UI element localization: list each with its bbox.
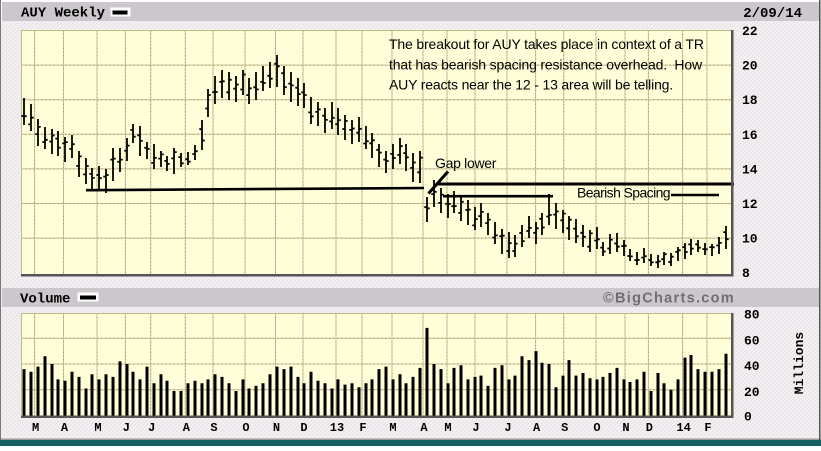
svg-text:O: O — [593, 421, 600, 435]
svg-text:18: 18 — [742, 93, 758, 108]
svg-text:8: 8 — [742, 266, 750, 281]
svg-text:D: D — [300, 421, 307, 435]
svg-text:F: F — [704, 421, 711, 435]
svg-text:O: O — [242, 421, 249, 435]
svg-text:S: S — [210, 421, 217, 435]
svg-text:22: 22 — [742, 24, 758, 39]
svg-text:A: A — [420, 421, 428, 435]
svg-text:D: D — [646, 421, 653, 435]
svg-text:Bearish Spacing: Bearish Spacing — [577, 185, 670, 201]
svg-text:2/09/14: 2/09/14 — [743, 6, 802, 22]
svg-text:AUY reacts near the 12 - 13 ar: AUY reacts near the 12 - 13 area will be… — [389, 77, 673, 93]
svg-text:J: J — [148, 421, 155, 435]
svg-text:20: 20 — [742, 59, 758, 74]
svg-text:Millions: Millions — [792, 332, 807, 395]
svg-text:J: J — [504, 421, 511, 435]
svg-text:AUY Weekly: AUY Weekly — [21, 6, 106, 22]
svg-text:A: A — [61, 421, 69, 435]
svg-text:The breakout for AUY takes pla: The breakout for AUY takes place in cont… — [389, 36, 704, 52]
svg-text:12: 12 — [742, 197, 758, 212]
svg-text:13: 13 — [330, 421, 344, 435]
svg-text:A: A — [533, 421, 541, 435]
svg-text:N: N — [622, 421, 629, 435]
svg-text:0: 0 — [744, 410, 752, 425]
svg-text:M: M — [32, 421, 39, 435]
svg-text:14: 14 — [676, 421, 690, 435]
svg-text:S: S — [561, 421, 568, 435]
svg-text:M: M — [444, 421, 451, 435]
svg-text:40: 40 — [744, 359, 760, 374]
svg-text:60: 60 — [744, 333, 760, 348]
svg-text:80: 80 — [744, 308, 760, 323]
svg-text:J: J — [472, 421, 479, 435]
svg-text:J: J — [123, 421, 130, 435]
svg-text:20: 20 — [744, 385, 760, 400]
svg-text:16: 16 — [742, 128, 758, 143]
svg-text:©BigCharts.com: ©BigCharts.com — [603, 291, 735, 307]
svg-text:14: 14 — [742, 162, 758, 177]
svg-text:M: M — [389, 421, 396, 435]
svg-text:that has bearish spacing resis: that has bearish spacing resistance over… — [389, 57, 703, 73]
svg-text:M: M — [94, 421, 101, 435]
svg-text:F: F — [359, 421, 366, 435]
svg-text:10: 10 — [742, 232, 758, 247]
svg-text:N: N — [273, 421, 280, 435]
svg-text:Volume: Volume — [20, 292, 70, 308]
svg-text:A: A — [183, 421, 191, 435]
svg-text:Gap lower: Gap lower — [435, 155, 497, 171]
